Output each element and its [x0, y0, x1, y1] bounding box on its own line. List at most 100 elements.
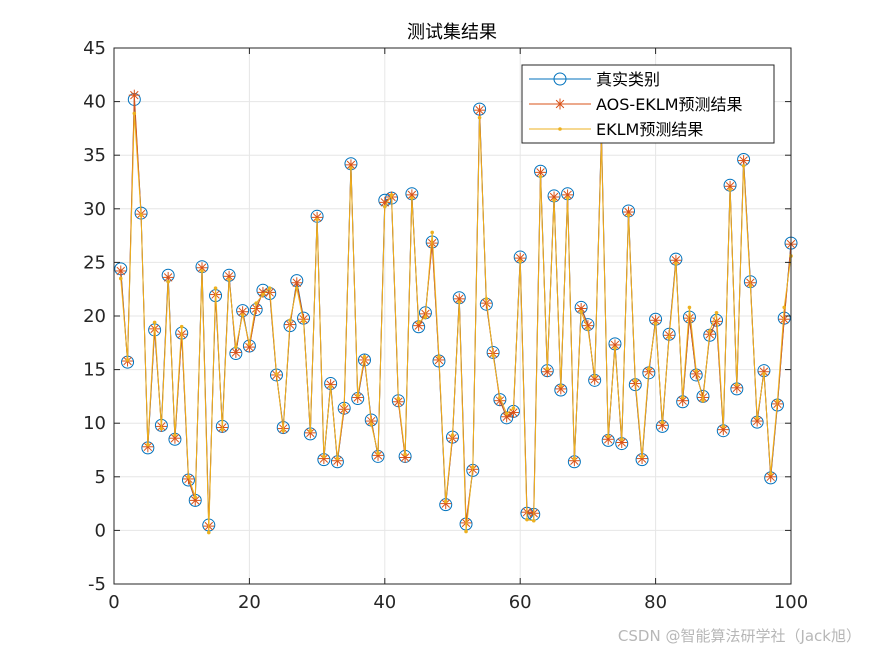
data-point-1-stroke [116, 266, 126, 276]
x-tick-label: 0 [108, 592, 119, 613]
y-tick-label: 45 [83, 38, 106, 59]
data-point-1 [379, 196, 391, 208]
data-point-1-stroke [414, 321, 423, 330]
data-point-1-stroke [292, 278, 302, 288]
data-point-1-stroke [766, 472, 775, 482]
data-point-2 [227, 277, 231, 282]
data-point-1-stroke [637, 454, 647, 463]
x-tick-label: 60 [509, 592, 532, 613]
watermark: CSDN @智能算法研学社（Jack旭） [617, 627, 861, 645]
data-point-1-stroke [339, 405, 349, 414]
data-point-1-stroke [495, 396, 505, 405]
data-point-2 [179, 324, 184, 329]
data-point-2 [118, 276, 123, 281]
data-point-2 [349, 166, 353, 170]
data-point-2 [396, 396, 401, 401]
data-point-1-stroke [475, 105, 484, 115]
data-point-2 [647, 366, 651, 371]
y-tick-label: 5 [95, 467, 106, 488]
data-point-1-stroke [170, 433, 180, 443]
data-point-1-stroke [624, 207, 633, 217]
legend: 真实类别 AOS-EKLM预测结果 EKLM预测结果 [521, 64, 775, 144]
data-point-1 [555, 383, 567, 395]
data-point-1-stroke [163, 273, 173, 282]
data-point-2 [511, 406, 516, 410]
data-point-2 [471, 465, 475, 469]
series-layer [114, 89, 798, 535]
data-point-2 [213, 286, 218, 290]
data-point-2 [735, 382, 739, 387]
data-point-2 [383, 204, 387, 209]
legend-swatch-marker [553, 72, 567, 86]
data-point-2 [281, 428, 286, 433]
data-point-2 [518, 259, 522, 264]
data-point-1-stroke [712, 317, 721, 326]
data-point-2 [335, 456, 340, 461]
data-point-1 [406, 189, 418, 201]
data-point-2 [457, 300, 462, 304]
data-point-1-stroke [346, 160, 356, 170]
data-point-2 [146, 442, 150, 447]
data-point-1 [738, 155, 750, 167]
data-point-1 [399, 452, 411, 464]
y-tick-label: 25 [83, 252, 106, 273]
data-point-1 [440, 498, 452, 510]
legend-entry-2: EKLM预测结果 [529, 120, 703, 139]
x-tick-label: 20 [238, 592, 261, 613]
data-point-2 [342, 403, 346, 407]
data-point-2 [369, 422, 374, 427]
data-point-1 [602, 433, 614, 445]
data-point-1-stroke [245, 342, 254, 352]
data-point-2 [125, 358, 130, 362]
data-point-1-stroke [380, 198, 390, 207]
data-point-2 [267, 286, 272, 290]
data-point-2 [152, 320, 157, 325]
data-point-1-stroke [610, 340, 620, 350]
data-point-2 [586, 327, 590, 331]
data-point-1 [318, 453, 330, 465]
data-point-2 [301, 319, 306, 324]
data-point-1-stroke [502, 412, 511, 422]
data-point-1-stroke [190, 496, 200, 505]
data-point-1-stroke [224, 272, 234, 281]
legend-swatch-marker [554, 98, 566, 110]
data-point-2 [592, 374, 597, 378]
data-point-2 [139, 213, 143, 218]
data-point-2 [762, 372, 766, 376]
y-tick-label: 20 [83, 306, 106, 327]
data-point-1-stroke [197, 263, 207, 273]
data-point-2 [464, 529, 468, 534]
data-point-1 [562, 189, 574, 201]
data-point-1-stroke [617, 438, 626, 447]
data-point-2 [234, 345, 238, 349]
data-point-2 [274, 372, 279, 376]
data-point-1-stroke [725, 182, 735, 191]
data-point-1-stroke [427, 238, 437, 248]
data-point-2 [572, 456, 577, 461]
data-point-1 [453, 293, 465, 305]
y-tick-label: 15 [83, 360, 106, 381]
data-point-1 [223, 270, 235, 282]
data-point-2 [410, 196, 414, 200]
data-point-2 [613, 346, 617, 350]
data-point-1-stroke [678, 396, 687, 405]
data-point-1 [237, 306, 249, 318]
data-point-2 [748, 284, 753, 288]
data-point-2 [430, 230, 434, 235]
data-point-2 [701, 398, 705, 403]
data-point-1-stroke [312, 213, 322, 222]
data-point-2 [552, 198, 556, 203]
data-point-2 [193, 495, 198, 499]
data-point-2 [288, 318, 292, 323]
data-point-1-stroke [231, 348, 241, 357]
data-point-2 [132, 111, 137, 116]
legend-label: 真实类别 [596, 70, 660, 89]
data-point-1-stroke [779, 314, 789, 324]
data-point-1-stroke [400, 453, 410, 462]
data-point-2 [755, 416, 759, 420]
data-point-2 [525, 517, 529, 522]
data-point-1-stroke [603, 435, 613, 444]
x-tick-label: 40 [373, 592, 396, 613]
data-point-2 [423, 315, 428, 319]
